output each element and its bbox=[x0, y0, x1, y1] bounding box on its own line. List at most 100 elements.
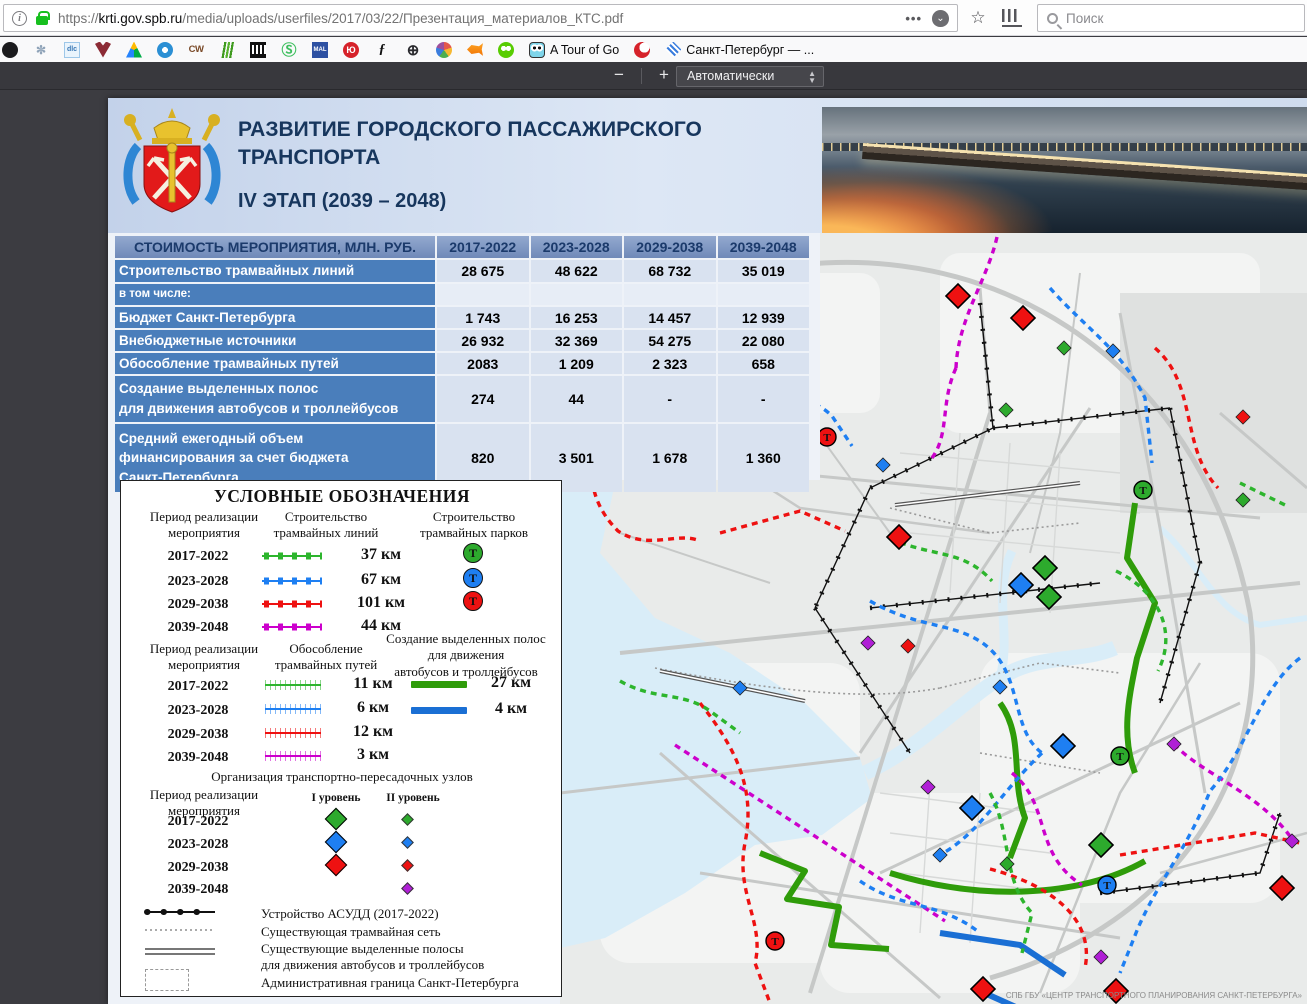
toolbar-separator bbox=[641, 68, 642, 84]
legend-level1-header: I уровень bbox=[301, 791, 371, 805]
legend-length: 12 км bbox=[333, 723, 413, 741]
browser-nav-toolbar: i https://krti.gov.spb.ru/media/uploads/… bbox=[0, 0, 1307, 36]
bookmark-favicon: ƒ bbox=[374, 42, 390, 58]
bookmark-item[interactable]: Санкт-Петербург — ... bbox=[661, 40, 818, 60]
legend-period: 2029-2038 bbox=[143, 860, 253, 876]
bookmark-favicon: dlc bbox=[64, 42, 80, 58]
legend-hubs-header: Организация транспортно-пересадочных узл… bbox=[121, 769, 563, 785]
search-icon bbox=[1047, 13, 1058, 24]
search-input[interactable] bbox=[1066, 11, 1266, 26]
document-title: РАЗВИТИЕ ГОРОДСКОГО ПАССАЖИРСКОГОТРАНСПО… bbox=[238, 116, 818, 173]
legend-period: 2023-2028 bbox=[143, 574, 253, 590]
document-header: РАЗВИТИЕ ГОРОДСКОГО ПАССАЖИРСКОГОТРАНСПО… bbox=[108, 98, 1307, 233]
zoom-in-button[interactable]: + bbox=[650, 62, 678, 90]
bookmark-item[interactable]: CW bbox=[184, 40, 208, 60]
svg-text:Т: Т bbox=[1103, 880, 1111, 892]
bookmark-item[interactable] bbox=[0, 40, 22, 60]
bookmark-favicon: Ю bbox=[343, 42, 359, 58]
legend-existing-lanes-label: Существующие выделенные полосы для движе… bbox=[261, 941, 561, 974]
pdf-viewer: РАЗВИТИЕ ГОРОДСКОГО ПАССАЖИРСКОГОТРАНСПО… bbox=[0, 90, 1307, 1004]
bookmark-item[interactable] bbox=[91, 40, 115, 60]
bookmark-star-icon[interactable]: ☆ bbox=[966, 6, 990, 30]
bookmark-item[interactable] bbox=[432, 40, 456, 60]
col-header: 2023-2028 bbox=[531, 236, 623, 258]
track-sample-red bbox=[263, 725, 323, 741]
pocket-icon[interactable]: ⌄ bbox=[932, 10, 949, 27]
bookmark-favicon bbox=[126, 42, 142, 58]
legend-length: 4 км bbox=[476, 700, 546, 718]
map-legend: УСЛОВНЫЕ ОБОЗНАЧЕНИЯ Период реализации м… bbox=[120, 480, 562, 997]
bookmark-item[interactable] bbox=[122, 40, 146, 60]
table-row: Строительство трамвайных линий 28 675 48… bbox=[115, 260, 809, 282]
legend-length: 11 км bbox=[333, 675, 413, 693]
bridge-photo bbox=[822, 107, 1307, 233]
bookmark-item[interactable]: MAL bbox=[308, 40, 332, 60]
legend-length: 6 км bbox=[333, 699, 413, 717]
legend-tram-lines-header: Строительство трамвайных линий bbox=[251, 509, 401, 542]
legend-length: 27 км bbox=[476, 674, 546, 692]
bookmark-label: Санкт-Петербург — ... bbox=[686, 43, 814, 57]
bookmark-item[interactable]: Ⓢ bbox=[277, 40, 301, 60]
bookmark-item[interactable] bbox=[246, 40, 270, 60]
col-header: 2029-2038 bbox=[624, 236, 716, 258]
zoom-out-button[interactable]: − bbox=[605, 62, 633, 90]
search-box[interactable] bbox=[1037, 4, 1305, 32]
bookmark-item[interactable]: Ю bbox=[339, 40, 363, 60]
bookmark-item[interactable]: A Tour of Go bbox=[525, 40, 623, 60]
svg-text:Т: Т bbox=[1139, 485, 1147, 497]
spb-coat-of-arms bbox=[118, 106, 226, 228]
hub-diamond-small-green bbox=[401, 813, 414, 826]
pdf-page: РАЗВИТИЕ ГОРОДСКОГО ПАССАЖИРСКОГОТРАНСПО… bbox=[108, 98, 1307, 1004]
library-icon[interactable] bbox=[1002, 9, 1022, 27]
page-actions-icon[interactable]: ••• bbox=[905, 11, 922, 26]
bookmark-item[interactable] bbox=[630, 40, 654, 60]
bookmark-item[interactable] bbox=[494, 40, 518, 60]
bookmark-favicon bbox=[665, 42, 681, 58]
url-domain: krti.gov.spb.ru bbox=[99, 11, 183, 26]
table-row: в том числе: bbox=[115, 284, 809, 305]
hub-diamond-small-magenta bbox=[401, 882, 414, 895]
legend-bus-lanes-header: Создание выделенных полос для движения а… bbox=[376, 631, 556, 680]
svg-text:Т: Т bbox=[823, 432, 831, 444]
secure-lock-icon[interactable] bbox=[36, 16, 48, 25]
bookmark-item[interactable]: ƒ bbox=[370, 40, 394, 60]
url-text: https://krti.gov.spb.ru/media/uploads/us… bbox=[58, 11, 905, 26]
bookmark-item[interactable]: dlc bbox=[60, 40, 84, 60]
bookmark-favicon bbox=[529, 42, 545, 58]
bookmark-item[interactable]: ⊕ bbox=[401, 40, 425, 60]
hub-diamond-large-blue bbox=[325, 831, 348, 854]
bookmark-item[interactable] bbox=[153, 40, 177, 60]
existing-lanes-sample bbox=[141, 945, 219, 957]
bookmark-favicon bbox=[467, 42, 483, 58]
tram-park-marker-green: Т bbox=[463, 543, 483, 563]
select-carets-icon: ▲▼ bbox=[808, 70, 816, 84]
asudd-sample bbox=[141, 905, 219, 919]
col-header: 2017-2022 bbox=[437, 236, 529, 258]
bookmark-item[interactable] bbox=[463, 40, 487, 60]
tram-line-sample-red bbox=[259, 597, 325, 611]
page-info-icon[interactable]: i bbox=[12, 11, 27, 26]
legend-title: УСЛОВНЫЕ ОБОЗНАЧЕНИЯ bbox=[121, 486, 563, 507]
legend-period: 2039-2048 bbox=[143, 750, 253, 766]
svg-text:Т: Т bbox=[1116, 751, 1124, 763]
bookmark-favicon bbox=[219, 42, 235, 58]
table-title: СТОИМОСТЬ МЕРОПРИЯТИЯ, МЛН. РУБ. bbox=[115, 236, 435, 258]
bookmark-favicon: MAL bbox=[312, 42, 328, 58]
svg-text:Т: Т bbox=[771, 936, 779, 948]
table-row: Бюджет Санкт-Петербурга 1 743 16 253 14 … bbox=[115, 307, 809, 328]
tram-line-sample-blue bbox=[259, 574, 325, 588]
table-header-row: СТОИМОСТЬ МЕРОПРИЯТИЯ, МЛН. РУБ. 2017-20… bbox=[115, 236, 809, 258]
bookmark-favicon bbox=[157, 42, 173, 58]
bookmark-favicon bbox=[250, 42, 266, 58]
bus-lane-sample-blue bbox=[411, 707, 467, 714]
zoom-mode-value: Автоматически bbox=[687, 69, 774, 83]
pdf-toolbar: − + Автоматически ▲▼ bbox=[0, 62, 1307, 90]
bookmark-item[interactable] bbox=[215, 40, 239, 60]
url-bar[interactable]: i https://krti.gov.spb.ru/media/uploads/… bbox=[3, 4, 958, 32]
hub-diamond-large-green bbox=[325, 808, 348, 831]
bookmarks-bar: ✼ dlc CW Ⓢ MAL Ю ƒ ⊕ bbox=[0, 37, 1307, 62]
legend-tram-parks-header: Строительство трамвайных парков bbox=[393, 509, 555, 542]
hub-diamond-small-blue bbox=[401, 836, 414, 849]
zoom-mode-select[interactable]: Автоматически ▲▼ bbox=[676, 66, 824, 87]
bookmark-item[interactable]: ✼ bbox=[29, 40, 53, 60]
